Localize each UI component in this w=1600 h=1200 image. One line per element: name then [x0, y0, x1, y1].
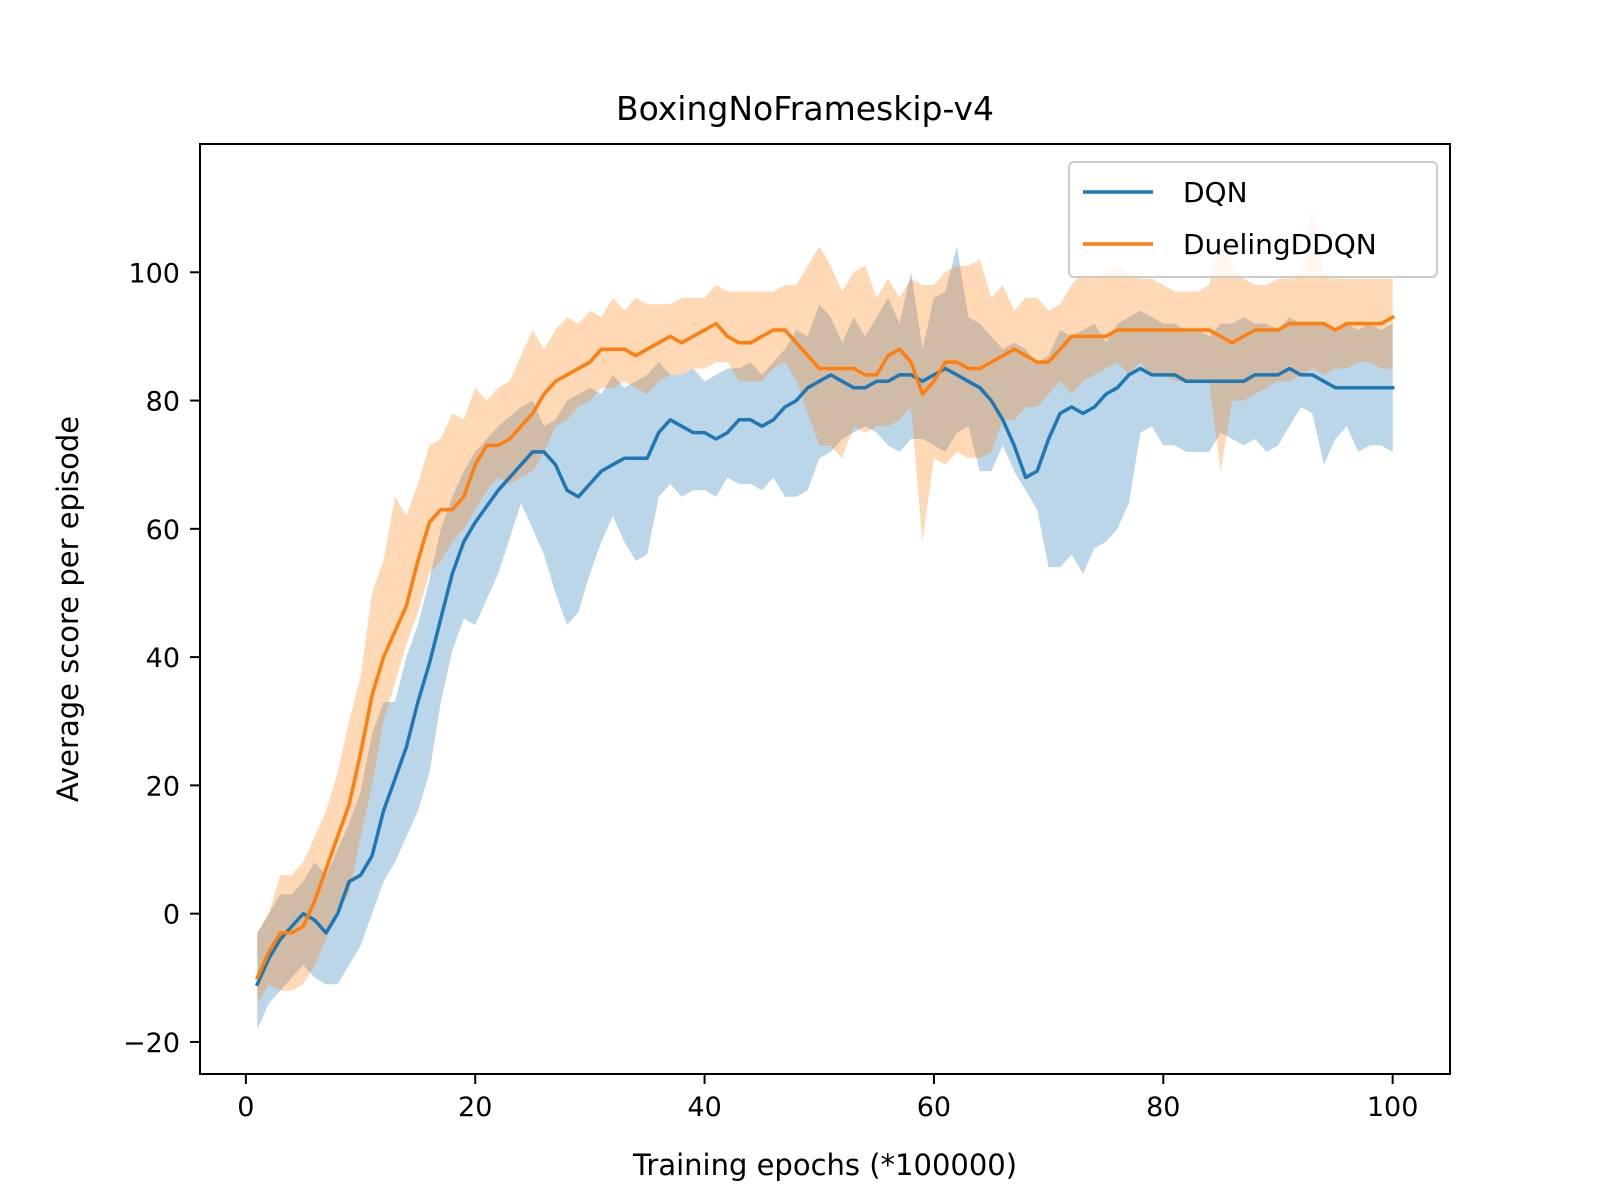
band-dqn — [257, 246, 1393, 1030]
series-lines — [254, 314, 1396, 987]
y-tick-label: 20 — [146, 771, 180, 802]
x-axis-ticks: 0 20 40 60 80 100 — [237, 1074, 1418, 1123]
y-axis-label: Average score per episode — [51, 416, 85, 802]
plot-frame — [199, 143, 1451, 1075]
confidence-bands — [257, 208, 1393, 1030]
y-axis-ticks: −20 0 20 40 60 80 100 — [123, 258, 200, 1059]
legend: DQN DuelingDDQN — [1068, 161, 1438, 278]
x-tick-label: 0 — [237, 1092, 254, 1123]
band-duelingddqn — [257, 208, 1393, 1004]
y-tick-label: 80 — [146, 387, 180, 418]
line-duelingddqn — [254, 314, 1396, 981]
y-tick-label: 40 — [146, 643, 180, 674]
y-tick-label: 100 — [128, 258, 180, 289]
legend-box — [1068, 161, 1438, 278]
x-axis-label: Training epochs (*100000) — [632, 1148, 1017, 1182]
x-tick-label: 80 — [1146, 1092, 1180, 1123]
x-tick-label: 20 — [458, 1092, 492, 1123]
x-tick-label: 100 — [1367, 1092, 1419, 1123]
y-tick-label: −20 — [123, 1028, 180, 1059]
chart-title: BoxingNoFrameskip-v4 — [616, 89, 994, 128]
line-dqn — [254, 366, 1395, 987]
y-tick-label: 0 — [163, 900, 180, 931]
legend-label-dqn: DQN — [1183, 176, 1248, 209]
x-tick-label: 40 — [687, 1092, 721, 1123]
legend-label-duelingddqn: DuelingDDQN — [1183, 228, 1377, 261]
y-tick-label: 60 — [146, 515, 180, 546]
x-tick-label: 60 — [917, 1092, 951, 1123]
